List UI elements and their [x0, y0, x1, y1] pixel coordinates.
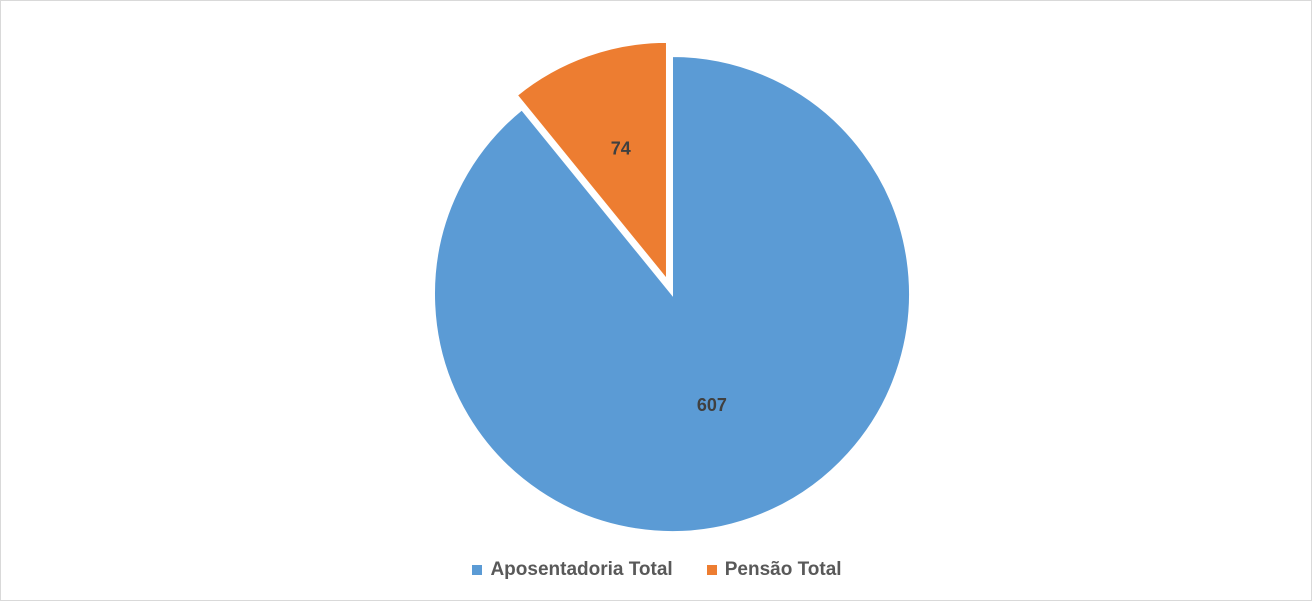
- legend-label-pensao: Pensão Total: [724, 559, 842, 580]
- pie-slice-pensao: [515, 40, 668, 283]
- pie-chart: 607 74: [433, 40, 911, 533]
- data-label-aposentadoria: 607: [697, 395, 727, 415]
- legend-item-pensao: Pensão Total: [706, 559, 842, 581]
- data-label-pensao: 74: [611, 139, 631, 159]
- pie-slice-aposentadoria: [433, 54, 911, 533]
- legend-swatch-aposentadoria: [472, 565, 483, 575]
- legend-label-aposentadoria: Aposentadoria Total: [490, 559, 673, 580]
- legend-swatch-pensao: [706, 565, 717, 575]
- legend-item-aposentadoria: Aposentadoria Total: [472, 559, 673, 581]
- chart-legend: Aposentadoria Total Pensão Total: [1, 559, 1312, 581]
